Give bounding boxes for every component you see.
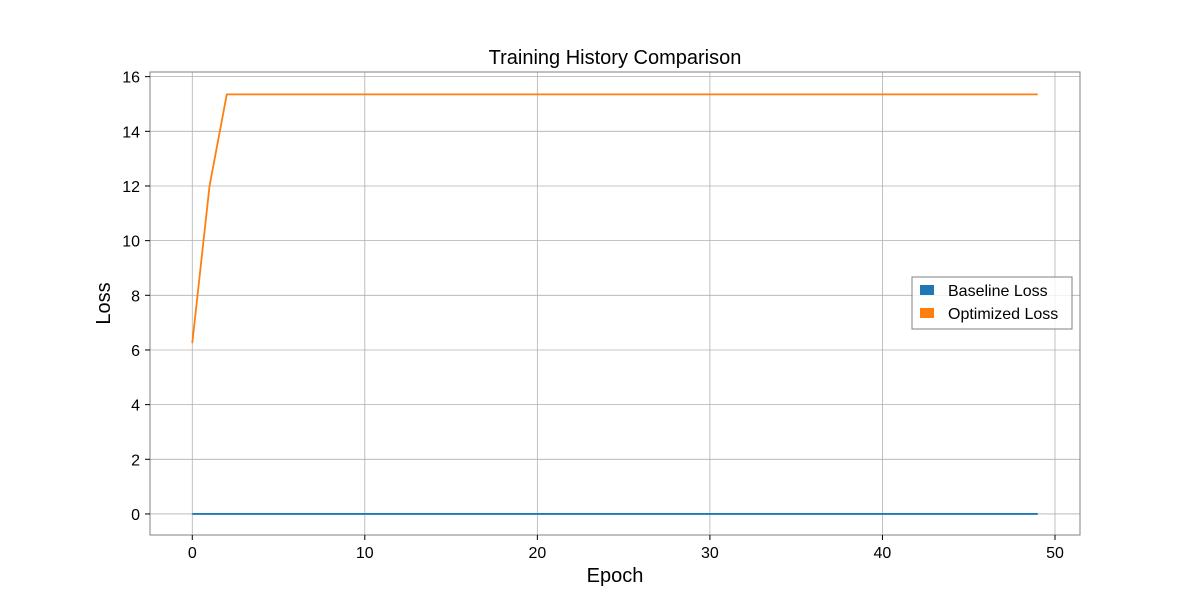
y-tick-label: 14 [122, 124, 140, 141]
x-tick-label: 10 [356, 545, 374, 562]
x-axis-title: Epoch [587, 565, 644, 587]
legend: Baseline Loss Optimized Loss [911, 276, 1073, 330]
x-tick-label: 0 [188, 545, 197, 562]
y-tick-label: 8 [131, 288, 140, 305]
series-lines [191, 93, 1038, 515]
x-tick-label: 30 [701, 545, 719, 562]
axis-ticks: 0 10 20 30 40 50 0 2 4 6 8 10 12 14 16 [122, 70, 1064, 562]
legend-label-baseline: Baseline Loss [948, 283, 1048, 300]
x-tick-label: 50 [1046, 545, 1064, 562]
y-tick-label: 2 [131, 452, 140, 469]
y-axis-title: Loss [93, 282, 115, 324]
y-tick-label: 4 [131, 398, 140, 415]
y-tick-label: 6 [131, 343, 140, 360]
y-tick-label: 16 [122, 70, 140, 87]
legend-label-optimized: Optimized Loss [948, 306, 1058, 323]
legend-swatch-baseline [920, 285, 934, 295]
chart-title: Training History Comparison [489, 47, 742, 69]
series-line-optimized [191, 93, 1038, 344]
y-tick-label: 12 [122, 179, 140, 196]
plot-frame [149, 71, 1081, 536]
x-tick-label: 20 [528, 545, 546, 562]
x-tick-label: 40 [874, 545, 892, 562]
y-tick-label: 10 [122, 234, 140, 251]
legend-box [911, 276, 1073, 330]
y-tick-label: 0 [131, 507, 140, 524]
legend-swatch-optimized [920, 308, 934, 318]
